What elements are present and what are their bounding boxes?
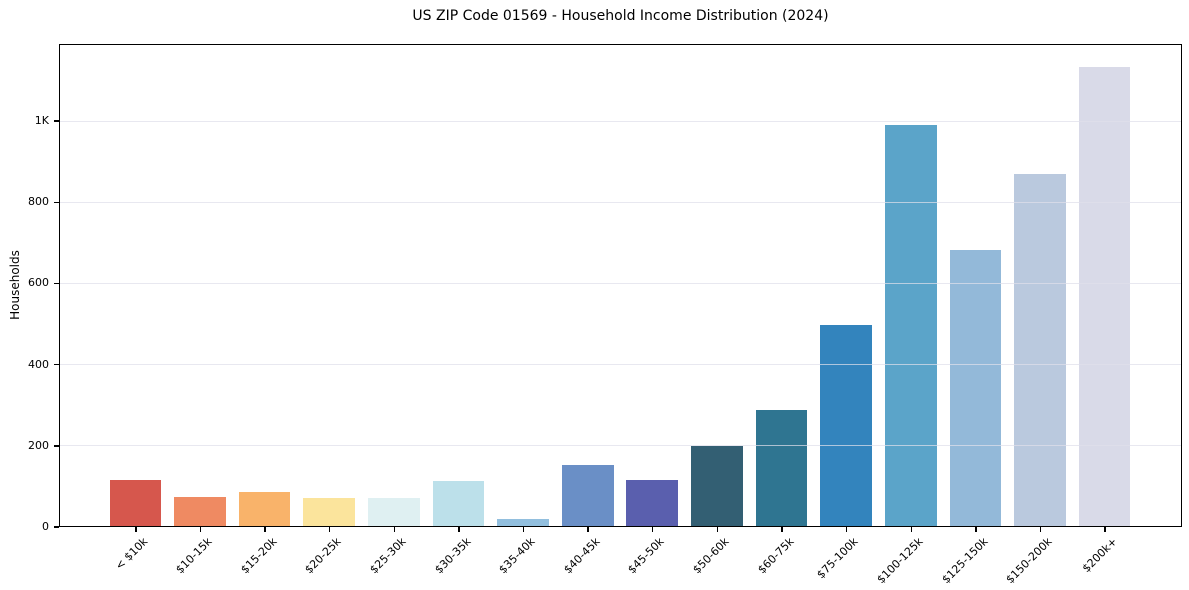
x-tick-label: $100-125k (874, 535, 926, 587)
bar-$25-30k (368, 498, 420, 526)
x-tick-mark (587, 527, 589, 532)
x-tick-mark (1039, 527, 1042, 532)
y-tick-mark (54, 201, 59, 203)
x-tick-label: $35-40k (496, 535, 538, 577)
x-tick-label: $60-75k (754, 535, 797, 577)
x-tick-label: $25-30k (367, 535, 409, 577)
x-tick-mark (135, 527, 137, 532)
bar-$75-100k (820, 325, 872, 526)
bar-< $10k (109, 480, 162, 526)
y-tick-mark (54, 363, 59, 366)
x-tick-label: $15-20k (238, 535, 280, 577)
x-tick-label: $200k+ (1079, 535, 1120, 576)
x-tick-label: $10-15k (173, 535, 215, 577)
bar-$125-150k (949, 250, 1002, 526)
x-tick-label: $20-25k (302, 535, 344, 577)
y-tick-mark (54, 120, 59, 122)
x-tick-label: < $10k (112, 535, 151, 573)
x-tick-label: $75-100k (814, 535, 861, 582)
chart-title: US ZIP Code 01569 - Household Income Dis… (412, 8, 829, 24)
y-tick-label: 200 (28, 438, 49, 452)
x-tick-label: $30-35k (431, 535, 474, 577)
x-tick-label: $40-45k (561, 535, 603, 577)
y-tick-label: 1K (34, 114, 49, 128)
x-tick-mark (393, 527, 396, 532)
x-tick-label: $125-150k (938, 535, 991, 587)
x-tick-mark (652, 527, 654, 532)
bar-$45-50k (626, 480, 679, 526)
x-tick-mark (522, 527, 525, 532)
x-tick-mark (199, 527, 202, 532)
bar-$30-35k (432, 481, 485, 526)
bar-$200k+ (1078, 67, 1131, 526)
x-tick-mark (458, 527, 460, 532)
gridline-600 (60, 282, 1181, 284)
bar-$50-60k (691, 446, 743, 526)
y-tick-label: 400 (28, 357, 49, 371)
bar-$60-75k (755, 410, 808, 526)
y-tick-label: 0 (42, 520, 49, 533)
bar-$10-15k (174, 497, 226, 526)
x-tick-mark (845, 527, 848, 532)
x-tick-mark (975, 527, 977, 532)
bar-$35-40k (497, 519, 549, 526)
x-tick-mark (264, 527, 266, 532)
y-tick-label: 800 (28, 195, 49, 209)
y-tick-mark (54, 282, 59, 285)
bar-$20-25k (303, 498, 356, 526)
y-tick-label: 600 (28, 276, 49, 290)
x-tick-mark (1104, 527, 1106, 532)
x-tick-mark (329, 527, 331, 532)
x-tick-mark (716, 527, 719, 532)
gridline-800 (60, 201, 1181, 203)
plot-area (59, 44, 1182, 527)
gridline-200 (60, 445, 1181, 447)
y-tick-mark (54, 526, 59, 528)
y-tick-mark (54, 445, 59, 447)
x-tick-label: $150-200k (1003, 535, 1055, 587)
x-tick-mark (910, 527, 912, 532)
bar-$150-200k (1014, 174, 1066, 526)
gridline-1K (60, 120, 1181, 122)
x-tick-label: $45-50k (625, 535, 668, 577)
bar-$40-45k (561, 465, 614, 526)
x-tick-mark (781, 527, 783, 532)
bar-$100-125k (884, 125, 937, 526)
gridline-400 (60, 364, 1181, 366)
bar-$15-20k (238, 492, 291, 526)
x-tick-label: $50-60k (690, 535, 732, 577)
